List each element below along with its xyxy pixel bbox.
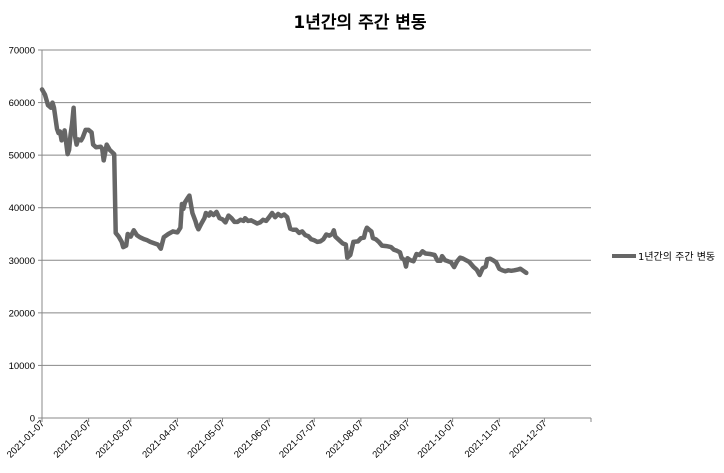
y-tick-label-4: 40000 — [9, 203, 35, 214]
y-tick-label-0: 0 — [30, 414, 35, 425]
series-line-0 — [39, 87, 529, 278]
legend: 1년간의 주간 변동 — [612, 251, 715, 263]
x-axis-tick-labels: 2021-01-07 2021-02-07 2021-03-07 2021-04-07… — [5, 418, 592, 460]
x-tick-label-6: 2021-07-07 — [277, 418, 319, 460]
series-layer — [39, 87, 529, 278]
x-tick-label-8: 2021-09-07 — [370, 418, 412, 460]
x-tick-label-7: 2021-08-07 — [324, 418, 366, 460]
y-tick-label-7: 70000 — [9, 46, 35, 57]
legend-label: 1년간의 주간 변동 — [638, 251, 715, 263]
x-tick-label-3: 2021-04-07 — [140, 418, 182, 460]
axes — [41, 50, 591, 419]
x-tick-label-1: 2021-02-07 — [52, 418, 94, 460]
y-tick-label-1: 10000 — [9, 361, 35, 372]
y-tick-label-6: 60000 — [9, 98, 35, 109]
x-tick-label-9: 2021-10-07 — [416, 418, 458, 460]
chart-title: 1년간의 주간 변동 — [293, 13, 427, 33]
x-tick-label-11: 2021-12-07 — [507, 418, 549, 460]
x-tick-label-4: 2021-05-07 — [185, 418, 227, 460]
y-tick-label-5: 50000 — [9, 151, 35, 162]
y-tick-label-3: 30000 — [9, 256, 35, 267]
x-tick-label-10: 2021-11-07 — [463, 418, 505, 460]
x-tick-label-5: 2021-06-07 — [232, 418, 274, 460]
y-axis-tick-labels: 0 10000 20000 30000 40000 50000 60000 70000 — [9, 46, 42, 425]
grid-lines — [42, 49, 591, 366]
y-tick-label-2: 20000 — [9, 308, 35, 319]
x-tick-label-0: 2021-01-07 — [5, 418, 47, 460]
x-tick-label-2: 2021-03-07 — [94, 418, 136, 460]
